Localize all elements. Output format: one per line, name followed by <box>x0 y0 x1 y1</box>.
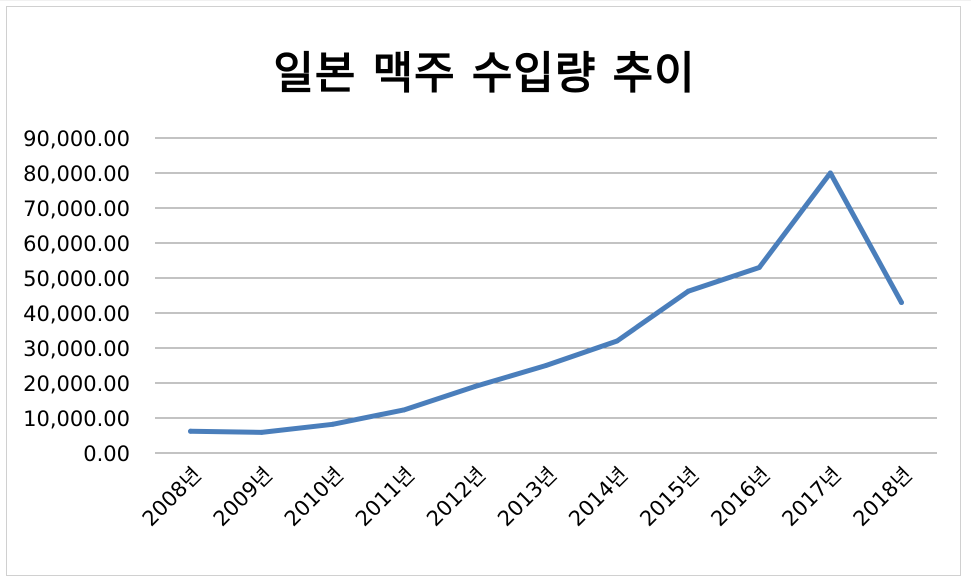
data-point[interactable] <box>827 170 833 176</box>
gridlines <box>155 137 937 454</box>
chart-title: 일본 맥주 수입량 추이 <box>273 48 696 99</box>
y-axis-tick-labels: 0.00 10,000.00 20,000.00 30,000.00 40,000.00… <box>23 127 130 466</box>
x-tick-label: 2013년 <box>493 463 561 531</box>
y-tick-label: 20,000.00 <box>23 372 130 396</box>
y-tick-label: 60,000.00 <box>23 232 130 256</box>
x-axis-tick-labels: 2008년 2009년 2010년 2011년 2012년 2013년 2014년 2015년… <box>138 463 917 531</box>
series-line[interactable] <box>188 170 904 435</box>
x-tick-label: 2010년 <box>280 463 348 531</box>
x-tick-label: 2015년 <box>635 463 703 531</box>
series-layer <box>188 170 904 435</box>
y-tick-label: 90,000.00 <box>23 127 130 151</box>
x-tick-label: 2018년 <box>849 463 917 531</box>
y-tick-label: 40,000.00 <box>23 302 130 326</box>
y-tick-label: 70,000.00 <box>23 197 130 221</box>
y-tick-label: 50,000.00 <box>23 267 130 291</box>
data-point[interactable] <box>756 265 762 270</box>
data-point[interactable] <box>898 300 904 305</box>
data-point[interactable] <box>685 288 691 294</box>
x-tick-label: 2008년 <box>138 463 206 531</box>
x-tick-label: 2011년 <box>351 463 419 531</box>
data-point[interactable] <box>472 384 478 389</box>
data-point[interactable] <box>401 407 407 413</box>
x-tick-label: 2017년 <box>777 463 845 531</box>
y-tick-label: 0.00 <box>83 442 130 466</box>
data-point[interactable] <box>330 421 336 427</box>
x-tick-label: 2016년 <box>706 463 774 531</box>
x-tick-label: 2012년 <box>422 463 490 531</box>
chart-area[interactable]: 일본 맥주 수입량 추이 <box>6 6 961 576</box>
data-point[interactable] <box>188 428 194 434</box>
x-tick-label: 2009년 <box>209 463 277 531</box>
data-point[interactable] <box>614 338 620 344</box>
y-tick-label: 30,000.00 <box>23 337 130 361</box>
data-point[interactable] <box>259 429 265 435</box>
y-tick-label: 10,000.00 <box>23 407 130 431</box>
y-tick-label: 80,000.00 <box>23 162 130 186</box>
data-point[interactable] <box>543 363 549 368</box>
x-tick-label: 2014년 <box>564 463 632 531</box>
